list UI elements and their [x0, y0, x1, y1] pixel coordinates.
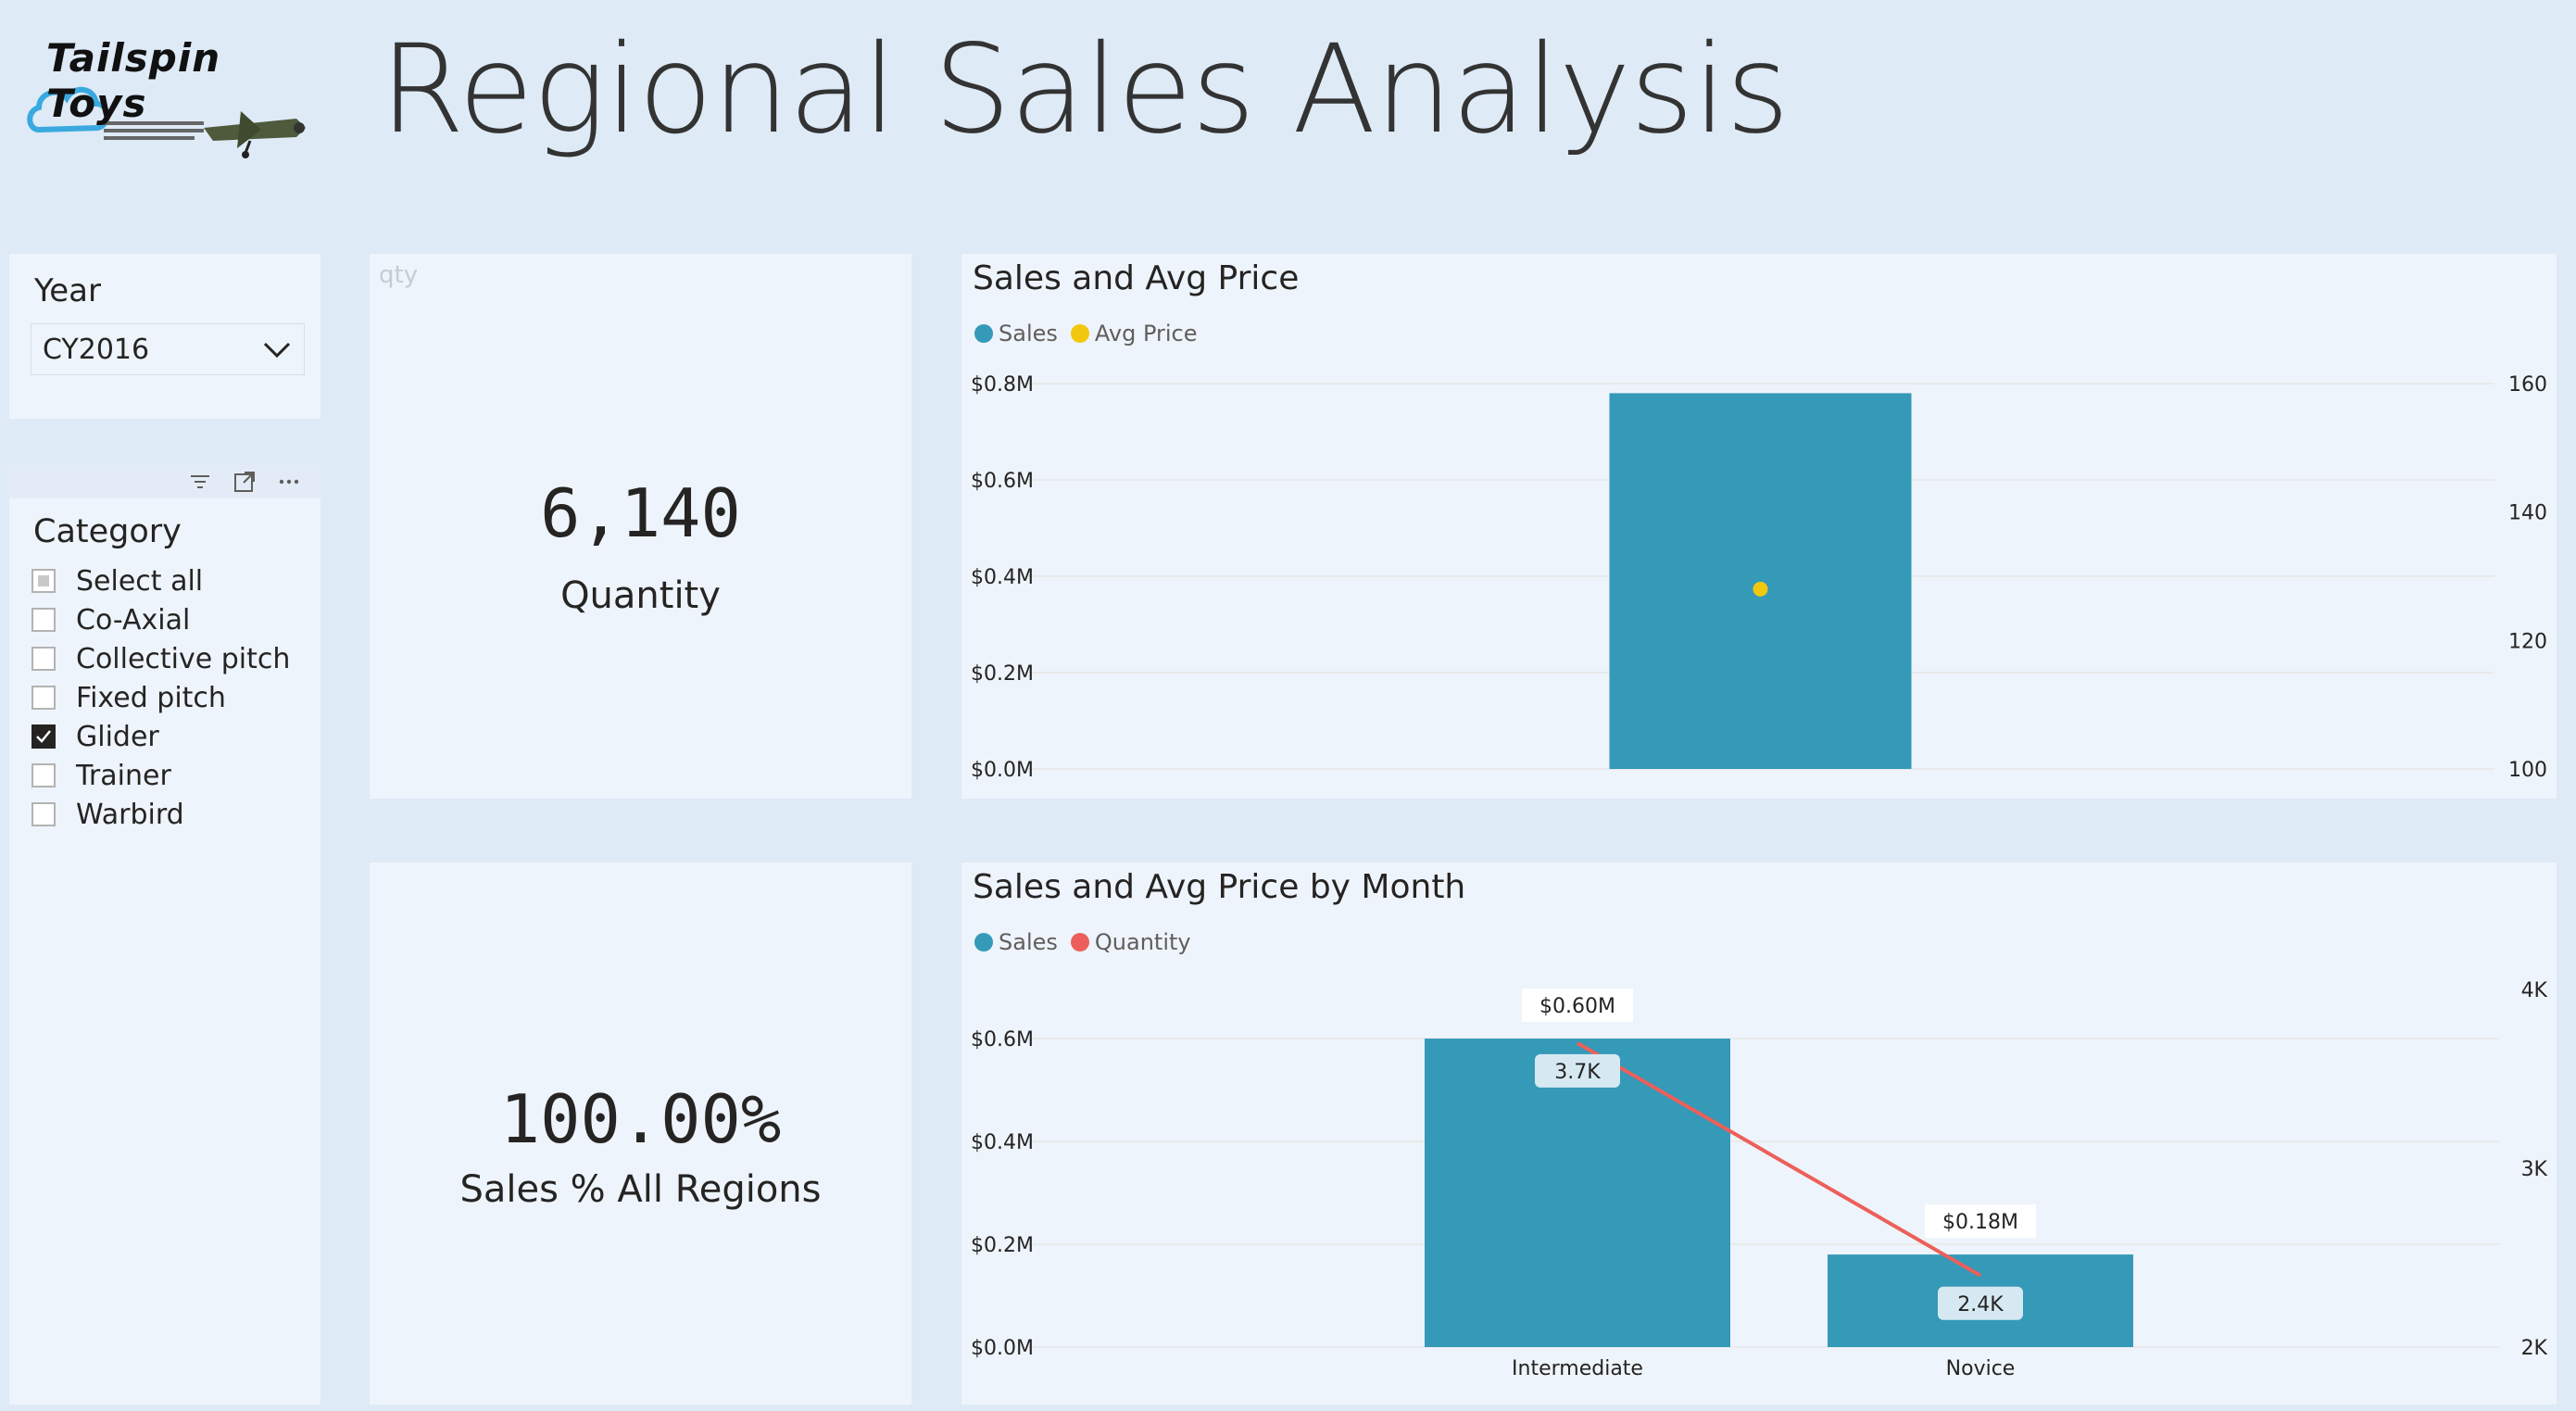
data-label-bg [1535, 1053, 1620, 1088]
data-label-bg [1925, 1204, 2036, 1239]
chart-title: Sales and Avg Price by Month [973, 868, 1466, 906]
focus-mode-icon[interactable] [232, 469, 258, 495]
checkbox-checked[interactable] [31, 724, 56, 749]
y2-axis-tick-label: 120 [2508, 630, 2547, 653]
y-axis-tick-label: $0.4M [971, 566, 1034, 589]
filter-icon[interactable] [187, 469, 213, 495]
y-axis-tick-label: $0.4M [971, 1131, 1034, 1154]
legend-dot [974, 933, 993, 951]
category-option-glider[interactable]: Glider [31, 718, 159, 755]
y-axis-tick-label: $0.8M [971, 373, 1034, 397]
chart-legend: Sales Quantity [974, 929, 1204, 955]
card-tag: qty [379, 261, 419, 289]
x-axis-tick-label: Novice [1946, 1357, 2016, 1380]
checkmark-icon [36, 730, 51, 743]
category-option-label: Glider [76, 720, 159, 753]
y-axis-tick-label: $0.0M [971, 759, 1034, 782]
category-option-label: Warbird [76, 798, 184, 831]
visual-header [9, 465, 320, 498]
legend-dot [974, 324, 993, 343]
category-slicer-title: Category [33, 513, 182, 550]
line-quantity [1577, 1041, 1981, 1278]
tailspin-toys-logo: Tailspin Toys [19, 19, 315, 190]
y2-axis-tick-label: 3K [2521, 1158, 2548, 1181]
data-label-bg [1938, 1286, 2023, 1320]
category-option-label: Fixed pitch [76, 681, 226, 714]
data-label-quantity: 3.7K [1554, 1061, 1601, 1084]
point-avg-price [1753, 581, 1768, 597]
legend-label: Quantity [1094, 929, 1191, 955]
chevron-down-icon [263, 342, 291, 359]
category-option-label: Select all [76, 564, 204, 598]
category-option-label: Collective pitch [76, 642, 291, 675]
y2-axis-tick-label: 100 [2508, 759, 2547, 782]
quantity-label: Quantity [560, 574, 721, 617]
checkbox[interactable] [31, 686, 56, 710]
y2-axis-tick-label: 160 [2508, 373, 2547, 397]
category-option-label: Trainer [76, 759, 171, 792]
sales-avg-price-chart: Sales and Avg Price Sales Avg Price $0.0… [961, 254, 2557, 799]
category-option-select-all[interactable]: Select all [31, 562, 203, 599]
bar-sales [1609, 393, 1912, 769]
quantity-value: 6,140 [540, 474, 741, 552]
year-dropdown-value: CY2016 [43, 334, 150, 366]
more-options-icon[interactable] [276, 469, 302, 495]
checkbox[interactable] [31, 647, 56, 671]
y-axis-tick-label: $0.2M [971, 662, 1034, 686]
sales-pct-card: 100.00% Sales % All Regions [370, 863, 911, 1405]
y2-axis-tick-label: 4K [2521, 979, 2548, 1002]
y-axis-tick-label: $0.2M [971, 1234, 1034, 1257]
page-title: Regional Sales Analysis [380, 19, 1790, 161]
category-option-label: Co-Axial [76, 603, 191, 636]
data-label-bg [1522, 989, 1633, 1022]
quantity-card: qty 6,140 Quantity [370, 254, 911, 799]
checkbox[interactable] [31, 608, 56, 632]
legend-item-sales[interactable]: Sales [974, 929, 1058, 955]
y-axis-tick-label: $0.6M [971, 1028, 1034, 1052]
y-axis-tick-label: $0.0M [971, 1337, 1034, 1360]
airplane-cloud-logo-icon [27, 87, 306, 158]
year-slicer: Year CY2016 [9, 254, 320, 419]
y2-axis-tick-label: 140 [2508, 502, 2547, 525]
logo-text: Tailspin Toys [46, 35, 221, 126]
checkbox[interactable] [31, 763, 56, 787]
year-dropdown[interactable]: CY2016 [31, 323, 305, 375]
category-option-trainer[interactable]: Trainer [31, 757, 171, 794]
legend-dot [1070, 933, 1089, 951]
legend-label: Sales [999, 321, 1058, 346]
legend-item-quantity[interactable]: Quantity [1070, 929, 1191, 955]
bar-sales [1425, 1039, 1730, 1347]
data-label-quantity: 2.4K [1957, 1293, 2004, 1317]
data-label-sales: $0.18M [1942, 1211, 2018, 1234]
y2-axis-tick-label: 2K [2521, 1337, 2548, 1360]
legend-label: Avg Price [1094, 321, 1198, 346]
x-axis-tick-label: Intermediate [1512, 1357, 1643, 1380]
category-option-collective-pitch[interactable]: Collective pitch [31, 640, 290, 677]
data-label-sales: $0.60M [1539, 995, 1615, 1018]
legend-item-sales[interactable]: Sales [974, 321, 1058, 346]
legend-dot [1070, 324, 1089, 343]
sales-by-month-chart: Sales and Avg Price by Month Sales Quant… [961, 863, 2557, 1405]
checkbox-partial[interactable] [31, 569, 56, 593]
chart-title: Sales and Avg Price [973, 259, 1300, 297]
category-option-warbird[interactable]: Warbird [31, 796, 184, 833]
checkbox[interactable] [31, 802, 56, 826]
category-slicer: Category Select all Co-Axial Collective … [9, 465, 320, 1405]
chart-plot: $0.0M $0.2M $0.4M $0.6M 2K 3K 4K Intermediate $0… [971, 979, 2548, 1380]
legend-label: Sales [999, 929, 1058, 955]
chart-legend: Sales Avg Price [974, 321, 1211, 346]
chart-plot: $0.0M $0.2M $0.4M $0.6M $0.8M 100 120 140 160 [971, 373, 2547, 782]
y-axis-tick-label: $0.6M [971, 470, 1034, 493]
legend-item-avg-price[interactable]: Avg Price [1070, 321, 1198, 346]
sales-pct-label: Sales % All Regions [459, 1168, 822, 1211]
category-option-co-axial[interactable]: Co-Axial [31, 601, 190, 638]
sales-pct-value: 100.00% [499, 1080, 782, 1158]
year-slicer-label: Year [34, 272, 101, 309]
category-option-fixed-pitch[interactable]: Fixed pitch [31, 679, 226, 716]
